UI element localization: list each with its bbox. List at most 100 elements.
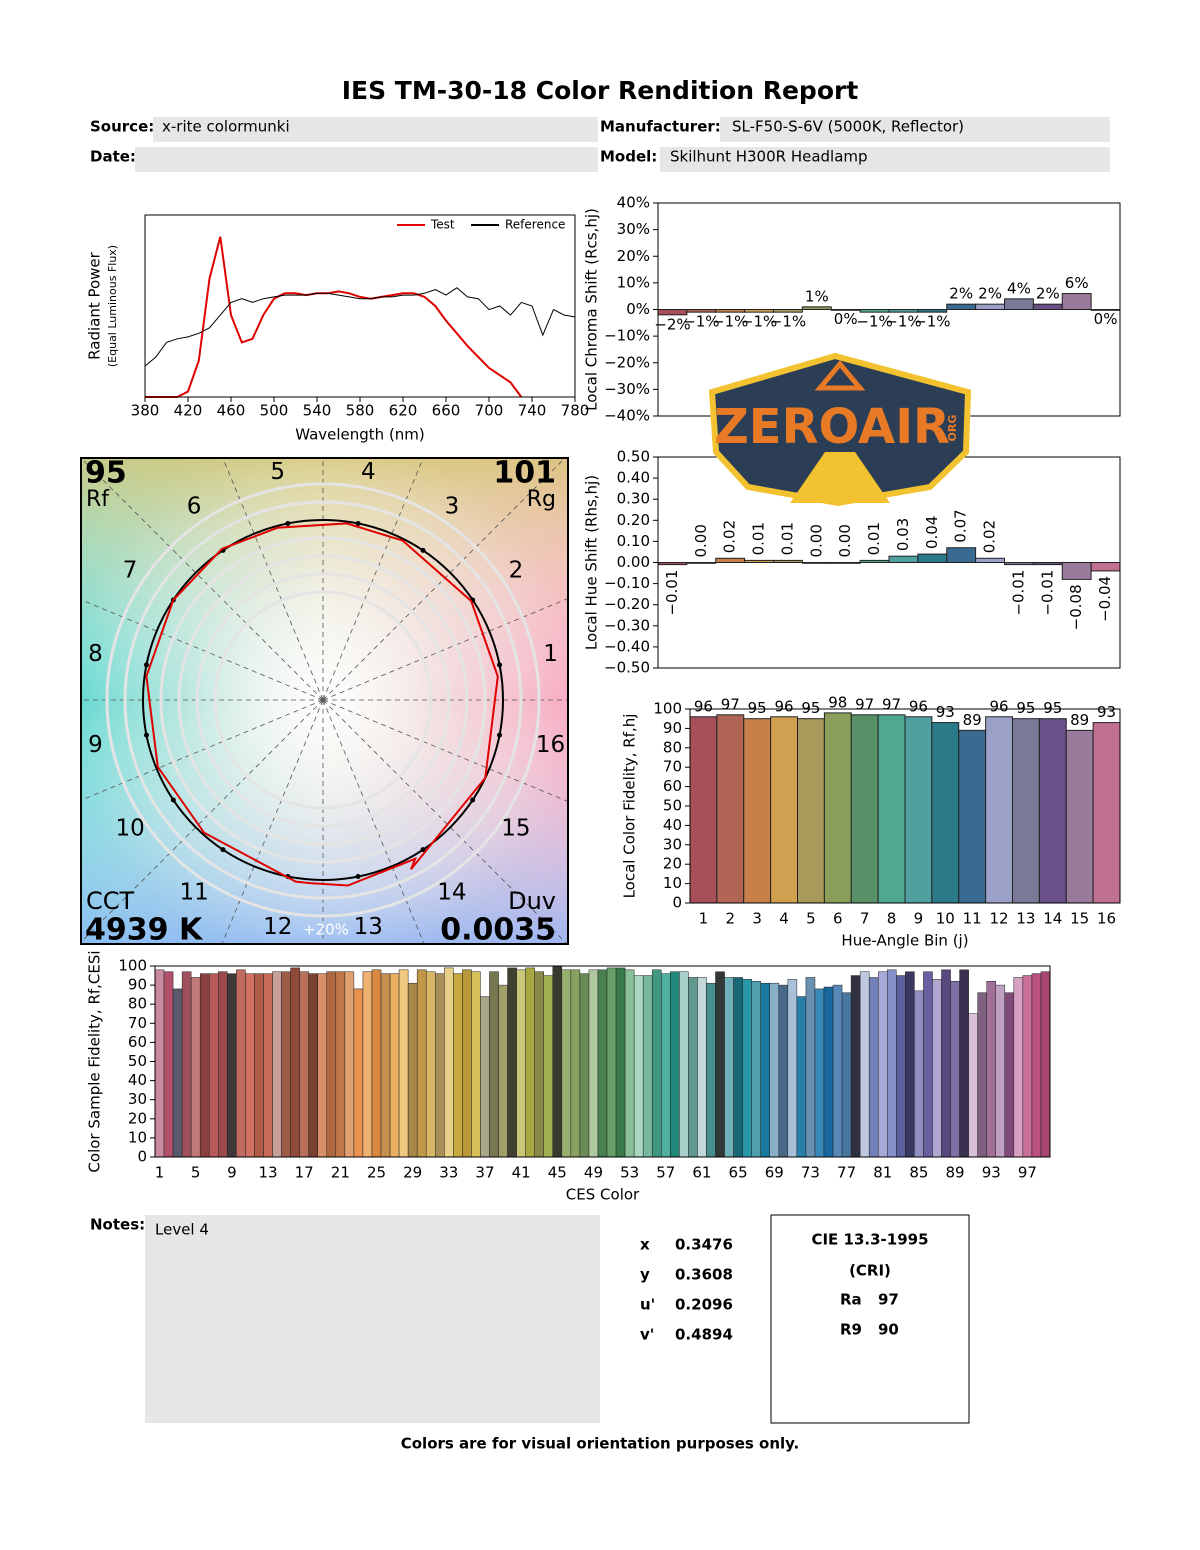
bar — [633, 975, 644, 1158]
value-label: 2% — [1036, 285, 1060, 303]
report-title: IES TM-30-18 Color Rendition Report — [342, 76, 859, 105]
y-tick-label: −30% — [604, 380, 650, 398]
y-tick-label: 0% — [626, 300, 650, 318]
bar — [425, 971, 436, 1158]
x-tick-label: 81 — [873, 1164, 892, 1182]
footer: Colors are for visual orientation purpos… — [401, 1435, 800, 1453]
bar — [1013, 977, 1024, 1158]
y-tick-label: 10 — [663, 874, 682, 892]
value-label: 0.00 — [692, 524, 710, 557]
bar — [489, 971, 499, 1158]
value-label: 6% — [1065, 274, 1089, 292]
rg-value: 101 — [493, 456, 556, 491]
reference-point — [497, 662, 503, 668]
bin-label: 8 — [88, 641, 103, 667]
cri-value: 90 — [878, 1321, 899, 1339]
field-label: Manufacturer: — [600, 118, 721, 136]
plot-frame — [144, 214, 576, 398]
y-tick-label: −0.10 — [604, 574, 650, 592]
y-tick-label: 0.40 — [617, 469, 650, 487]
bin-spoke — [322, 458, 424, 701]
bin-label: 16 — [536, 732, 565, 758]
bar — [905, 971, 915, 1158]
bar — [715, 557, 746, 564]
x-tick-label: 420 — [174, 402, 203, 420]
cct-value: 4939 K — [85, 913, 204, 948]
bar — [941, 969, 951, 1158]
value-label: 0.00 — [836, 524, 854, 557]
x-tick-label: 45 — [548, 1164, 567, 1182]
bar — [190, 977, 201, 1158]
bar — [1012, 718, 1040, 904]
bar — [931, 722, 960, 904]
value-label: 93 — [936, 703, 955, 721]
bar — [670, 971, 680, 1158]
bar — [1004, 992, 1015, 1158]
bar — [760, 982, 770, 1158]
logo-road — [790, 452, 890, 503]
bar — [950, 981, 960, 1158]
bar — [507, 967, 517, 1158]
x-tick-label: 620 — [389, 402, 418, 420]
bar — [389, 973, 400, 1158]
y-axis-label: Local Hue Shift (Rhs,hj) — [583, 475, 601, 650]
bin-label: 9 — [88, 732, 103, 758]
value-label: 97 — [721, 695, 740, 713]
bar — [1090, 562, 1121, 572]
rf-value: 95 — [85, 456, 127, 491]
value-label: −0.01 — [663, 570, 681, 616]
reference-circle — [142, 519, 504, 881]
field-box — [720, 117, 1110, 142]
cri-box — [770, 1214, 970, 1424]
bar — [272, 971, 282, 1158]
value-label: 2% — [949, 285, 973, 303]
y-tick-label: 80 — [128, 995, 147, 1013]
ring — [123, 500, 523, 900]
x-tick-label: 33 — [439, 1164, 458, 1182]
y-tick-label: 0 — [672, 894, 682, 912]
bar — [797, 718, 825, 904]
value-label: 0% — [1094, 310, 1118, 328]
bar — [917, 309, 948, 313]
bar — [715, 971, 725, 1158]
bar — [317, 973, 328, 1158]
y-tick-label: −0.20 — [604, 595, 650, 613]
bin-spoke — [221, 699, 324, 944]
y-tick-label: 0.00 — [617, 553, 650, 571]
bar — [770, 716, 798, 904]
x-tick-label: 5 — [191, 1164, 201, 1182]
value-label: −1% — [770, 313, 806, 331]
bar — [407, 982, 418, 1158]
bar — [371, 969, 382, 1158]
bar — [742, 979, 752, 1158]
bar — [199, 973, 210, 1158]
value-label: 2% — [978, 285, 1002, 303]
y-tick-label: 60 — [663, 777, 682, 795]
y-tick-label: 40 — [128, 1071, 147, 1089]
bar — [462, 969, 472, 1158]
y-axis-label: Local Color Fidelity, Rf,hj — [621, 714, 639, 899]
x-tick-label: 89 — [946, 1164, 965, 1182]
value-label: 0.01 — [750, 522, 768, 555]
bar — [823, 712, 852, 904]
y-tick-label: 10% — [617, 273, 650, 291]
y-tick-label: 90 — [663, 719, 682, 737]
field-value: SL-F50-S-6V (5000K, Reflector) — [732, 118, 964, 136]
bar — [823, 986, 834, 1158]
bar — [877, 971, 888, 1158]
y-tick-label: 100 — [118, 957, 147, 975]
x-tick-label: 41 — [512, 1164, 531, 1182]
x-tick-label: 580 — [346, 402, 375, 420]
x-tick-label: 8 — [887, 910, 897, 928]
bin-label: 5 — [270, 459, 285, 485]
bar — [163, 971, 174, 1158]
bar — [977, 992, 987, 1158]
value-label: 97 — [855, 695, 874, 713]
bar — [208, 973, 219, 1158]
bar — [1022, 975, 1033, 1158]
bar — [724, 977, 734, 1158]
reference-point — [285, 520, 291, 526]
value-label: 1% — [805, 287, 829, 305]
bar — [888, 555, 919, 563]
bar — [985, 716, 1013, 904]
